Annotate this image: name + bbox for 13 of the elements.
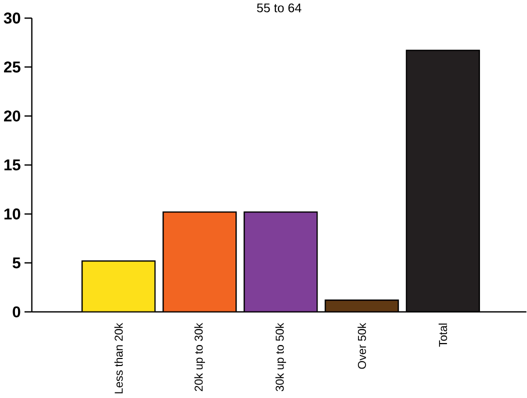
y-tick-label: 25 [4, 62, 20, 73]
x-tick-label: Total [438, 324, 448, 347]
y-tick-label: 15 [4, 160, 20, 171]
y-tick-label: 5 [12, 258, 20, 269]
y-tick-label: 10 [4, 208, 20, 220]
y-tick-label: 0 [12, 306, 20, 318]
x-tick-label: Over 50k [358, 323, 366, 369]
x-tick-label: 20k up to 30k [194, 323, 205, 392]
y-tick-label: 30 [4, 12, 20, 24]
x-tick-label: Less than 20k [114, 323, 123, 394]
x-tick-label: 30k up to 50k [275, 323, 286, 392]
y-tick-label: 20 [4, 110, 20, 122]
chart-title: 55 to 64 [257, 4, 302, 12]
